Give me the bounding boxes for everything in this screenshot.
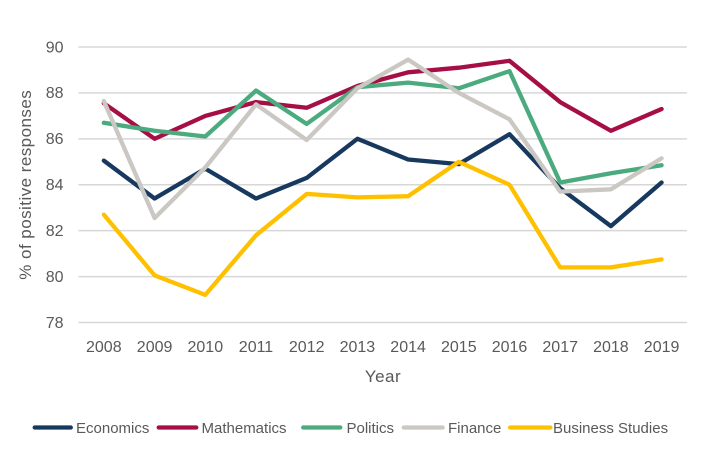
svg-text:2011: 2011: [239, 339, 274, 356]
svg-text:2008: 2008: [86, 339, 122, 356]
svg-text:Business Studies: Business Studies: [553, 420, 668, 437]
svg-text:2017: 2017: [542, 339, 578, 356]
svg-text:2013: 2013: [340, 339, 376, 356]
svg-text:Economics: Economics: [76, 420, 149, 437]
svg-text:% of positive responses: % of positive responses: [16, 90, 35, 280]
svg-text:84: 84: [46, 177, 64, 194]
svg-text:2015: 2015: [441, 339, 477, 356]
svg-text:86: 86: [46, 131, 64, 148]
svg-text:Politics: Politics: [347, 420, 395, 437]
svg-text:2010: 2010: [188, 339, 224, 356]
svg-text:Mathematics: Mathematics: [202, 420, 287, 437]
svg-text:Year: Year: [365, 367, 401, 386]
svg-text:2014: 2014: [390, 339, 426, 356]
svg-text:88: 88: [46, 85, 64, 102]
svg-text:78: 78: [46, 315, 64, 332]
svg-text:80: 80: [46, 269, 64, 286]
svg-text:2009: 2009: [137, 339, 173, 356]
svg-text:2016: 2016: [492, 339, 528, 356]
svg-text:2018: 2018: [593, 339, 629, 356]
svg-text:Finance: Finance: [448, 420, 501, 437]
svg-text:90: 90: [46, 39, 64, 56]
svg-text:2019: 2019: [644, 339, 680, 356]
svg-text:2012: 2012: [289, 339, 325, 356]
svg-text:82: 82: [46, 223, 64, 240]
